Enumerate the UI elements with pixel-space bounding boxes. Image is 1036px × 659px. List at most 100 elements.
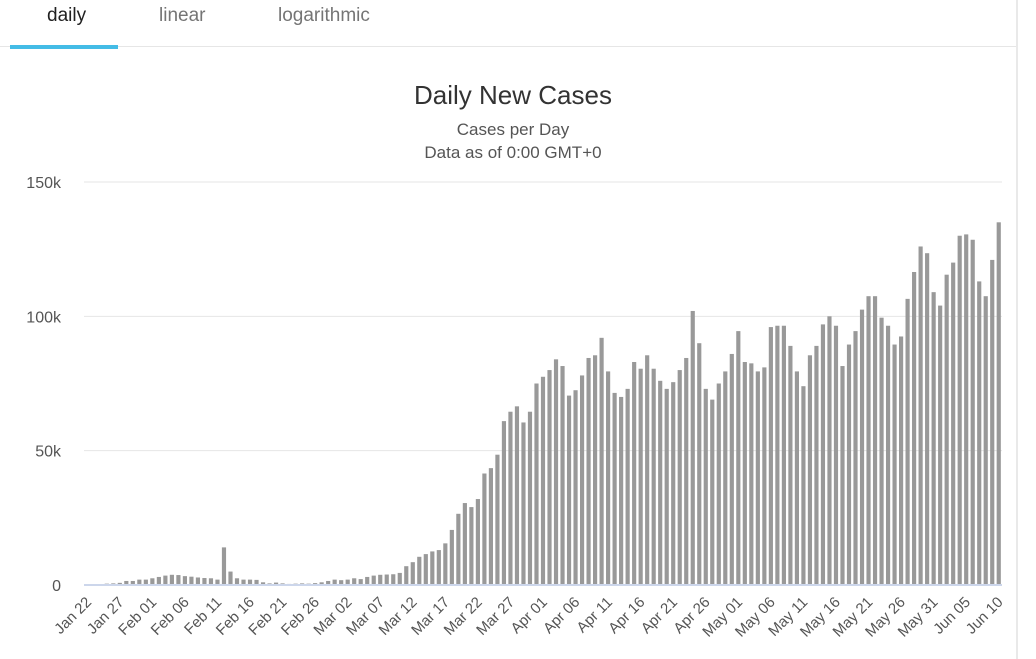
bar xyxy=(638,368,643,585)
bar xyxy=(684,357,689,585)
x-tick-label: Apr 06 xyxy=(540,594,583,637)
bar xyxy=(697,343,702,585)
bar xyxy=(925,253,930,586)
bar xyxy=(775,325,780,585)
bar xyxy=(378,574,383,585)
bar xyxy=(234,578,240,585)
tab-logarithmic[interactable]: logarithmic xyxy=(278,5,370,26)
chart-title: Daily New Cases xyxy=(414,80,612,110)
bar xyxy=(938,305,943,585)
bar xyxy=(150,578,155,585)
bar xyxy=(729,353,734,585)
bar xyxy=(573,390,578,585)
bar xyxy=(345,579,350,585)
bar xyxy=(807,355,813,585)
bar xyxy=(768,327,773,585)
bar xyxy=(208,578,214,585)
bar xyxy=(814,345,819,585)
bar xyxy=(143,579,148,585)
bar xyxy=(866,296,871,585)
bar xyxy=(430,551,435,585)
bar xyxy=(931,292,936,585)
bar xyxy=(137,579,142,585)
bar xyxy=(475,499,480,585)
bar xyxy=(391,574,396,585)
bar xyxy=(241,579,246,585)
bar xyxy=(710,399,715,585)
bar xyxy=(534,383,539,585)
bar xyxy=(254,579,259,585)
bar xyxy=(423,554,428,585)
bar xyxy=(273,582,279,585)
bar xyxy=(625,388,630,585)
bar xyxy=(983,296,988,585)
bar xyxy=(632,362,637,585)
active-tab-indicator xyxy=(10,45,118,49)
tab-bar: daily linear logarithmic xyxy=(0,0,1016,49)
bar xyxy=(853,331,858,585)
bar xyxy=(508,411,513,585)
bar xyxy=(449,529,454,585)
bar xyxy=(117,582,122,585)
bar xyxy=(996,222,1001,586)
bar xyxy=(677,370,682,585)
bar xyxy=(671,382,676,585)
chart-subtitle: Cases per Day xyxy=(456,120,570,139)
bar xyxy=(690,310,695,585)
bar xyxy=(352,578,357,585)
bar xyxy=(488,468,493,585)
bar xyxy=(436,550,441,585)
bar xyxy=(820,324,826,585)
bar xyxy=(781,325,786,585)
bar xyxy=(736,331,741,585)
bar xyxy=(846,344,852,585)
x-tick-label: Jun 10 xyxy=(963,594,1007,638)
bar xyxy=(977,281,982,585)
bar xyxy=(319,582,324,585)
bar xyxy=(892,344,897,585)
bar xyxy=(202,578,207,585)
bar xyxy=(553,359,559,585)
chart-data-date: Data as of 0:00 GMT+0 xyxy=(424,143,602,162)
bar xyxy=(195,577,201,585)
bar xyxy=(703,388,708,585)
bar xyxy=(169,574,174,585)
bar xyxy=(723,371,728,585)
bar xyxy=(521,422,526,585)
bar xyxy=(990,259,995,585)
bar xyxy=(840,366,845,585)
bar xyxy=(540,376,546,585)
bar xyxy=(124,580,129,585)
bar xyxy=(156,576,161,585)
bar xyxy=(547,370,552,585)
bar xyxy=(482,473,487,585)
bar xyxy=(469,507,474,585)
bar xyxy=(651,368,656,585)
bar xyxy=(397,572,402,585)
bar xyxy=(964,234,969,585)
y-tick-label: 100k xyxy=(26,309,62,326)
tab-daily[interactable]: daily xyxy=(47,5,87,26)
bar xyxy=(645,355,650,585)
bar xyxy=(579,375,585,585)
scrollbar-track[interactable] xyxy=(1016,0,1018,659)
bar xyxy=(456,513,461,585)
bar xyxy=(462,503,467,585)
bar xyxy=(182,576,187,585)
tab-linear[interactable]: linear xyxy=(159,5,206,26)
bar xyxy=(215,579,220,585)
bar xyxy=(742,362,747,585)
y-tick-label: 0 xyxy=(52,578,61,595)
bar xyxy=(371,575,376,585)
bar xyxy=(951,262,956,585)
bar xyxy=(755,371,760,585)
bar xyxy=(664,388,669,585)
bar xyxy=(560,366,565,585)
bar xyxy=(612,392,617,585)
bar xyxy=(918,246,923,586)
bar xyxy=(593,355,598,585)
bar xyxy=(833,325,839,585)
bar xyxy=(749,363,754,585)
bar xyxy=(339,580,344,585)
bar xyxy=(501,421,507,585)
